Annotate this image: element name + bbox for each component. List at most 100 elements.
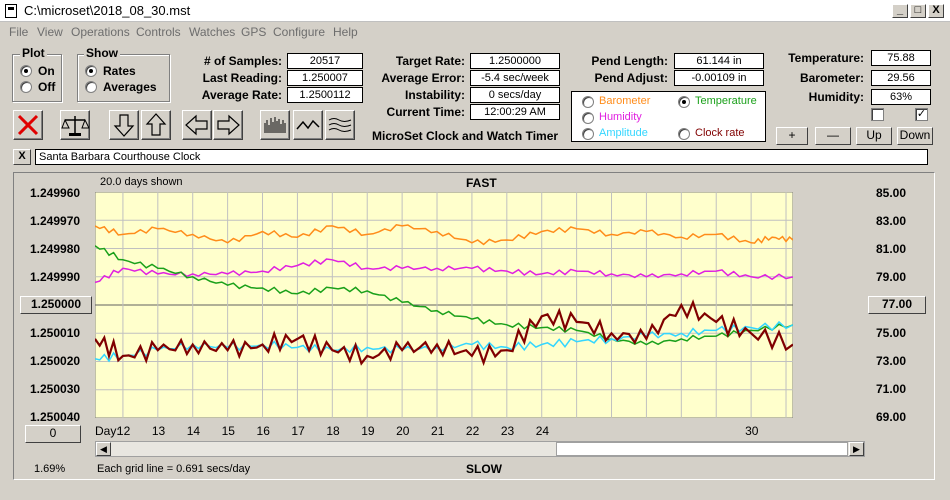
clear-clock-button[interactable]: X <box>13 149 31 165</box>
pend-length-label: Pend Length: <box>591 54 668 68</box>
show-averages-radio[interactable] <box>85 81 97 93</box>
y-right-tick: 85.00 <box>876 186 907 200</box>
amplitude-radio[interactable] <box>582 128 594 140</box>
x-tick-label: 13 <box>151 424 166 438</box>
series-lines <box>95 223 793 367</box>
minus-button[interactable]: — <box>815 127 851 145</box>
plot-off-label: Off <box>38 80 56 94</box>
humidity-label: Humidity: <box>808 90 864 104</box>
pend-adjust-value: -0.00109 in <box>674 70 764 86</box>
barometer-radio[interactable] <box>582 96 594 108</box>
x-tick-label: 16 <box>256 424 270 438</box>
menu-operations[interactable]: Operations <box>71 25 130 39</box>
y-right-tick: 71.00 <box>876 382 907 396</box>
x-tick-label: 17 <box>291 424 305 438</box>
arrow-down-button[interactable] <box>109 110 139 140</box>
menu-view[interactable]: View <box>37 25 63 39</box>
y-right-tick: 75.00 <box>876 326 907 340</box>
left-reading-button[interactable]: 1.250000 <box>20 296 92 314</box>
y-right-tick: 79.00 <box>876 270 907 284</box>
wave-button[interactable] <box>293 110 323 140</box>
clock-rate-radio[interactable] <box>678 128 690 140</box>
menu-gps[interactable]: GPS <box>241 25 267 39</box>
temperature-radio[interactable] <box>678 96 690 108</box>
percent-label: 1.69% <box>34 463 66 475</box>
histogram-button[interactable] <box>260 110 290 140</box>
y-left-tick: 1.250040 <box>30 410 81 424</box>
scroll-left-icon[interactable]: ◀ <box>96 442 111 456</box>
x-tick-label: 15 <box>221 424 235 438</box>
instability-value: 0 secs/day <box>470 87 560 103</box>
wave-icon <box>296 119 320 130</box>
arrow-left-button[interactable] <box>182 110 212 140</box>
target-rate-label: Target Rate: <box>395 54 465 68</box>
samples-value: 20517 <box>287 53 363 69</box>
env-checkbox-2[interactable]: ✓ <box>915 108 928 121</box>
humidity-radio[interactable] <box>582 112 594 124</box>
last-reading-value: 1.250007 <box>287 70 363 86</box>
right-reading-button[interactable]: 77.00 <box>868 296 926 314</box>
multi-wave-button[interactable] <box>325 110 355 140</box>
series-line-barometer <box>95 223 793 246</box>
balance-button[interactable] <box>60 110 90 140</box>
clock-name-input[interactable]: Santa Barbara Courthouse Clock <box>35 149 928 165</box>
close-button[interactable]: X <box>928 4 944 18</box>
x-tick-label: 30 <box>745 424 759 438</box>
instability-label: Instability: <box>404 88 465 102</box>
y-left-tick: 1.249980 <box>30 242 81 256</box>
menu-configure[interactable]: Configure <box>273 25 326 39</box>
x-tick-label: 12 <box>116 424 131 438</box>
y-left-tick: 1.249970 <box>30 214 81 228</box>
menu-file[interactable]: File <box>9 25 29 39</box>
plot-group <box>12 54 62 102</box>
samples-label: # of Samples: <box>203 54 282 68</box>
arrow-right-button[interactable] <box>213 110 243 140</box>
x-tick-label: 18 <box>326 424 340 438</box>
arrow-right-icon <box>217 114 240 136</box>
x-tick-label: 20 <box>396 424 410 438</box>
stop-button[interactable] <box>13 110 43 140</box>
fast-label: FAST <box>466 176 497 190</box>
grid-note-label: Each grid line = 0.691 secs/day <box>97 463 251 475</box>
env-checkbox-1[interactable] <box>871 108 884 121</box>
x-tick-label: 14 <box>186 424 201 438</box>
barometer-option-label: Barometer <box>599 95 651 107</box>
average-rate-value: 1.2500112 <box>287 87 363 103</box>
menu-help[interactable]: Help <box>333 25 358 39</box>
temperature-value: 75.88 <box>871 50 931 66</box>
window-title: C:\microset\2018_08_30.mst <box>24 3 191 18</box>
show-rates-radio[interactable] <box>85 65 97 77</box>
app-icon[interactable] <box>5 4 17 18</box>
pend-adjust-label: Pend Adjust: <box>594 71 668 85</box>
clock-rate-option-label: Clock rate <box>695 127 745 139</box>
arrow-up-icon <box>145 113 167 136</box>
menu-watches[interactable]: Watches <box>189 25 236 39</box>
plot-group-title: Plot <box>20 46 47 60</box>
plot-on-radio[interactable] <box>20 65 32 77</box>
menu-bar: File View Operations Controls Watches GP… <box>0 22 950 42</box>
y-right-tick: 69.00 <box>876 410 907 424</box>
minimize-button[interactable]: _ <box>892 4 908 18</box>
chart-panel <box>13 172 935 480</box>
y-left-tick: 1.250030 <box>30 382 81 396</box>
scroll-thumb[interactable] <box>556 442 848 456</box>
y-right-tick: 81.00 <box>876 242 907 256</box>
average-error-label: Average Error: <box>381 71 465 85</box>
plus-button[interactable]: + <box>776 127 808 145</box>
maximize-button[interactable]: □ <box>910 4 926 18</box>
down-button[interactable]: Down <box>897 127 933 145</box>
last-reading-label: Last Reading: <box>202 71 282 85</box>
horizontal-scrollbar[interactable]: ◀ ▶ <box>95 441 865 457</box>
up-button[interactable]: Up <box>856 127 892 145</box>
scroll-right-icon[interactable]: ▶ <box>849 442 864 456</box>
arrow-up-button[interactable] <box>141 110 171 140</box>
plot-off-radio[interactable] <box>20 81 32 93</box>
menu-controls[interactable]: Controls <box>136 25 181 39</box>
title-bar: C:\microset\2018_08_30.mst _ □ X <box>0 0 950 22</box>
humidity-option-label: Humidity <box>599 111 642 123</box>
day-label: Day: <box>95 424 120 438</box>
days-shown-label: 20.0 days shown <box>100 176 183 188</box>
bottom-left-button[interactable]: 0 <box>25 425 81 443</box>
barometer-value: 29.56 <box>871 70 931 86</box>
barometer-label: Barometer: <box>799 71 864 85</box>
